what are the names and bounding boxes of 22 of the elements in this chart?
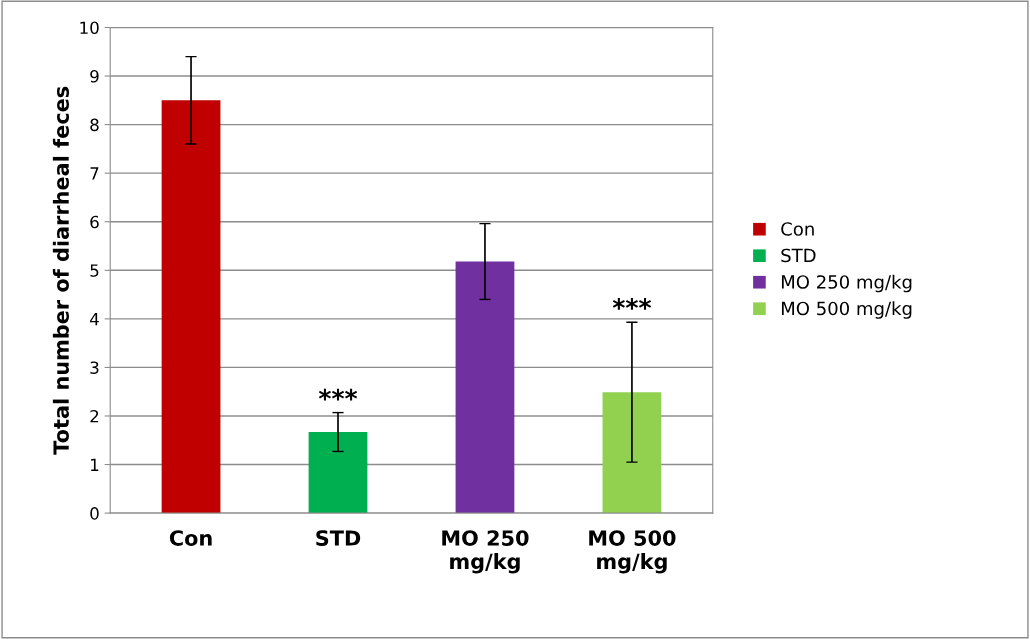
y-tick-label: 7 xyxy=(90,167,99,180)
y-tick-label: 2 xyxy=(90,409,99,423)
y-tick-label: 5 xyxy=(90,264,99,277)
legend-label: Con xyxy=(781,222,814,236)
y-tick-label: 3 xyxy=(90,361,99,374)
y-tick-label: 4 xyxy=(90,313,99,326)
legend-label: MO 250 mg/kg xyxy=(781,274,912,293)
y-tick-label: 6 xyxy=(90,215,99,229)
annotation: *** xyxy=(612,298,652,310)
x-tick-label: MO 250 mg/kg xyxy=(442,530,529,574)
y-tick-label: 8 xyxy=(90,118,99,132)
y-tick-label: 10 xyxy=(80,21,99,35)
y-tick-label: 0 xyxy=(90,507,99,520)
legend-label: MO 500 mg/kg xyxy=(781,301,912,319)
x-tick-label: Con xyxy=(169,530,212,546)
x-tick-label: MO 500 mg/kg xyxy=(589,530,676,574)
y-tick-label: 9 xyxy=(90,70,99,83)
annotation: *** xyxy=(318,388,358,401)
legend-label: STD xyxy=(781,248,816,263)
y-tick-label: 1 xyxy=(91,458,99,471)
x-tick-label: STD xyxy=(316,530,361,546)
y-axis-title: Total number of diarrheal feces xyxy=(52,86,69,455)
